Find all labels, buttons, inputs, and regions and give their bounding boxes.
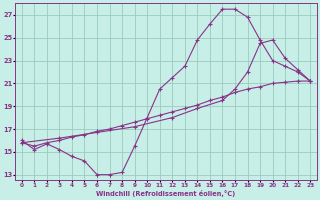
X-axis label: Windchill (Refroidissement éolien,°C): Windchill (Refroidissement éolien,°C) [96, 190, 236, 197]
